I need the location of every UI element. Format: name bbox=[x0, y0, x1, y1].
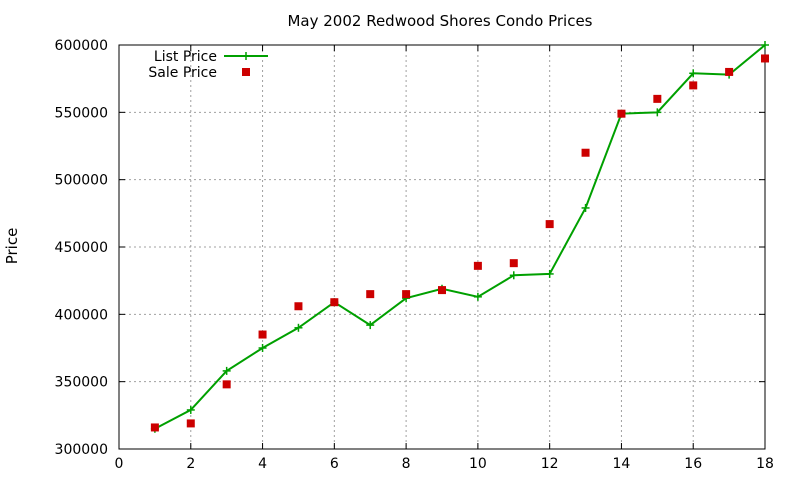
list-price-point bbox=[366, 321, 375, 330]
y-tick-label: 450000 bbox=[55, 240, 108, 256]
list-price-point bbox=[689, 69, 698, 78]
sale-price-point bbox=[330, 298, 339, 307]
list-price-line bbox=[154, 44, 766, 430]
sale-price-point bbox=[761, 54, 769, 63]
list-price-point bbox=[581, 203, 590, 212]
y-axis-label: Price bbox=[3, 228, 21, 265]
list-price-point bbox=[509, 271, 518, 280]
sale-price-point bbox=[186, 419, 195, 428]
series-list-price bbox=[150, 41, 769, 433]
x-tick-label: 2 bbox=[186, 456, 195, 472]
legend-label: Sale Price bbox=[148, 65, 217, 81]
legend-square-marker bbox=[242, 68, 250, 76]
y-tick-label: 500000 bbox=[55, 173, 108, 189]
sale-price-point bbox=[653, 94, 662, 103]
sale-price-point bbox=[509, 259, 518, 268]
y-tick-label: 600000 bbox=[55, 38, 108, 54]
sale-price-point bbox=[689, 81, 698, 90]
sale-price-point bbox=[473, 261, 482, 270]
x-tick-label: 12 bbox=[541, 456, 559, 472]
list-price-point bbox=[653, 108, 662, 117]
series-sale-price bbox=[150, 54, 769, 432]
list-price-point bbox=[222, 366, 231, 375]
y-tick-label: 550000 bbox=[55, 105, 108, 121]
legend-item: List Price bbox=[154, 49, 268, 65]
list-price-point bbox=[545, 269, 554, 278]
sale-price-point bbox=[366, 290, 375, 299]
sale-price-point bbox=[294, 302, 303, 311]
list-price-point bbox=[294, 323, 303, 332]
x-tick-label: 18 bbox=[756, 456, 774, 472]
legend-label: List Price bbox=[154, 49, 217, 65]
legend-plus-marker bbox=[242, 52, 250, 60]
y-tick-label: 350000 bbox=[55, 375, 108, 391]
legend-item: Sale Price bbox=[148, 65, 250, 81]
grid bbox=[119, 45, 765, 449]
sale-price-point bbox=[258, 330, 267, 339]
x-tick-label: 8 bbox=[402, 456, 411, 472]
y-tick-label: 400000 bbox=[55, 307, 108, 323]
x-tick-label: 4 bbox=[258, 456, 267, 472]
x-tick-label: 16 bbox=[684, 456, 702, 472]
sale-price-point bbox=[581, 148, 590, 157]
x-tick-label: 0 bbox=[115, 456, 124, 472]
series bbox=[150, 41, 769, 433]
sale-price-point bbox=[545, 220, 554, 229]
sale-price-point bbox=[222, 380, 231, 389]
x-tick-label: 14 bbox=[613, 456, 631, 472]
y-tick-label: 300000 bbox=[55, 442, 108, 458]
list-price-point bbox=[258, 344, 267, 352]
chart-title: May 2002 Redwood Shores Condo Prices bbox=[287, 12, 592, 30]
sale-price-point bbox=[725, 67, 734, 76]
sale-price-point bbox=[150, 423, 159, 432]
sale-price-point bbox=[438, 286, 446, 295]
sale-price-point bbox=[617, 109, 626, 118]
x-tick-label: 10 bbox=[469, 456, 487, 472]
sale-price-point bbox=[402, 290, 411, 299]
list-price-point bbox=[473, 292, 482, 301]
x-tick-label: 6 bbox=[330, 456, 339, 472]
list-price-point bbox=[186, 405, 195, 414]
axes: 0 2 4 6 8 10 12 14 16 18 300000 350000 400000 450000 5… bbox=[55, 38, 774, 472]
list-price-point bbox=[761, 41, 769, 49]
